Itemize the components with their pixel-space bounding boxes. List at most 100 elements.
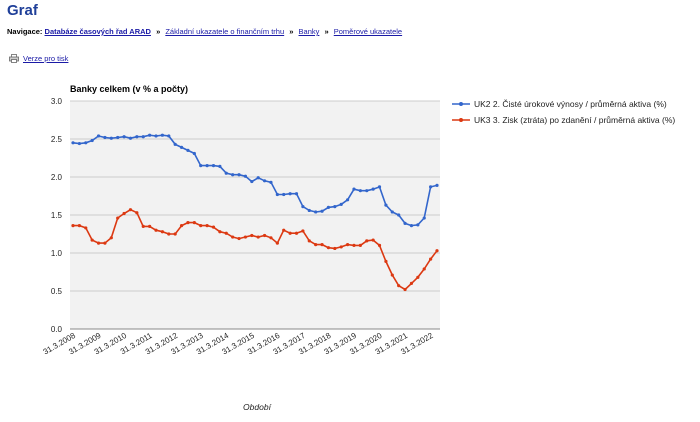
- data-point: [141, 224, 145, 228]
- data-point: [179, 145, 184, 149]
- data-point: [326, 246, 331, 250]
- data-point: [390, 273, 394, 277]
- data-point: [243, 235, 248, 239]
- data-point: [352, 243, 356, 247]
- breadcrumb-link-zakladni-ukazatele[interactable]: Základní ukazatele o finančním trhu: [165, 27, 285, 36]
- print-version[interactable]: Verze pro tisk: [9, 54, 68, 63]
- data-point: [384, 259, 388, 263]
- data-point: [71, 141, 75, 145]
- data-point: [148, 224, 152, 228]
- data-point: [224, 171, 228, 175]
- data-point: [77, 141, 81, 146]
- breadcrumb-link-arad[interactable]: Databáze časových řad ARAD: [44, 27, 151, 36]
- data-point: [243, 174, 248, 178]
- data-point: [365, 239, 369, 243]
- y-tick-label: 1.5: [51, 211, 63, 220]
- breadcrumb-link-pomerove-ukazatele[interactable]: Poměrové ukazatele: [333, 27, 403, 36]
- page-title: Graf: [7, 2, 38, 19]
- data-point: [167, 134, 171, 138]
- data-point: [128, 136, 133, 140]
- legend-marker: [459, 102, 463, 106]
- print-version-link[interactable]: Verze pro tisk: [23, 54, 69, 63]
- data-point: [288, 231, 292, 235]
- data-point: [122, 211, 126, 216]
- printer-icon: [9, 54, 19, 63]
- data-point: [109, 136, 113, 140]
- data-point: [262, 233, 267, 238]
- breadcrumb-link-banky[interactable]: Banky: [298, 27, 320, 36]
- data-point: [116, 135, 120, 140]
- data-point: [154, 134, 158, 138]
- data-point: [205, 164, 209, 168]
- data-point: [371, 238, 375, 242]
- data-point: [211, 225, 216, 229]
- data-point: [128, 208, 133, 212]
- data-point: [397, 213, 401, 217]
- data-point: [282, 228, 286, 232]
- y-tick-label: 0.0: [51, 325, 63, 334]
- y-tick-label: 1.0: [51, 249, 63, 258]
- data-point: [403, 221, 407, 225]
- data-point: [371, 187, 375, 191]
- data-point: [90, 138, 94, 143]
- data-point: [192, 151, 196, 156]
- x-axis-label: Období: [243, 402, 273, 412]
- breadcrumb-separator: »: [324, 27, 329, 36]
- series-line-1: [72, 134, 438, 227]
- data-point: [250, 179, 254, 184]
- grid: [70, 100, 440, 330]
- data-point: [409, 281, 414, 285]
- data-point: [84, 226, 88, 230]
- data-point: [173, 142, 177, 146]
- data-point: [422, 267, 426, 271]
- data-point: [416, 223, 420, 227]
- data-point: [186, 221, 190, 225]
- data-point: [269, 180, 273, 184]
- data-point: [116, 216, 120, 220]
- data-point: [141, 135, 145, 139]
- data-point: [160, 133, 165, 137]
- breadcrumb-separator: »: [156, 27, 161, 36]
- data-point: [314, 210, 318, 214]
- data-point: [377, 243, 382, 247]
- data-point: [365, 189, 369, 193]
- line-chart: Banky celkem (v % a počty) 0.0 0.5 1.0 1.5 2…: [42, 84, 676, 412]
- data-point: [211, 164, 216, 168]
- data-point: [71, 224, 75, 228]
- chart-title: Banky celkem (v % a počty): [70, 84, 188, 94]
- breadcrumb-separator: »: [289, 27, 294, 36]
- breadcrumb-label: Navigace:: [7, 27, 43, 36]
- data-point: [326, 205, 331, 209]
- data-point: [154, 228, 158, 232]
- data-point: [345, 243, 350, 247]
- data-point: [167, 232, 171, 236]
- data-point: [96, 241, 101, 245]
- data-point: [307, 239, 311, 243]
- data-point: [294, 231, 299, 235]
- data-point: [352, 187, 356, 191]
- data-point: [96, 134, 101, 138]
- data-point: [339, 202, 343, 206]
- data-point: [205, 224, 209, 228]
- data-point: [429, 185, 433, 189]
- data-point: [358, 189, 362, 193]
- data-point: [333, 205, 337, 209]
- x-axis: 31.3.200831.3.200931.3.201031.3.201131.3…: [42, 331, 435, 357]
- data-point: [84, 141, 88, 145]
- data-point: [275, 241, 279, 245]
- data-point: [231, 173, 235, 177]
- data-point: [109, 236, 113, 240]
- data-point: [301, 205, 305, 209]
- data-point: [339, 245, 343, 249]
- data-point: [199, 224, 203, 228]
- data-point: [90, 238, 94, 242]
- data-point: [288, 192, 292, 196]
- data-point: [320, 209, 324, 213]
- data-point: [397, 284, 401, 288]
- data-point: [345, 198, 350, 202]
- data-point: [422, 216, 426, 220]
- data-point: [218, 230, 222, 234]
- data-point: [301, 229, 305, 233]
- data-point: [390, 210, 394, 214]
- data-point: [320, 243, 324, 247]
